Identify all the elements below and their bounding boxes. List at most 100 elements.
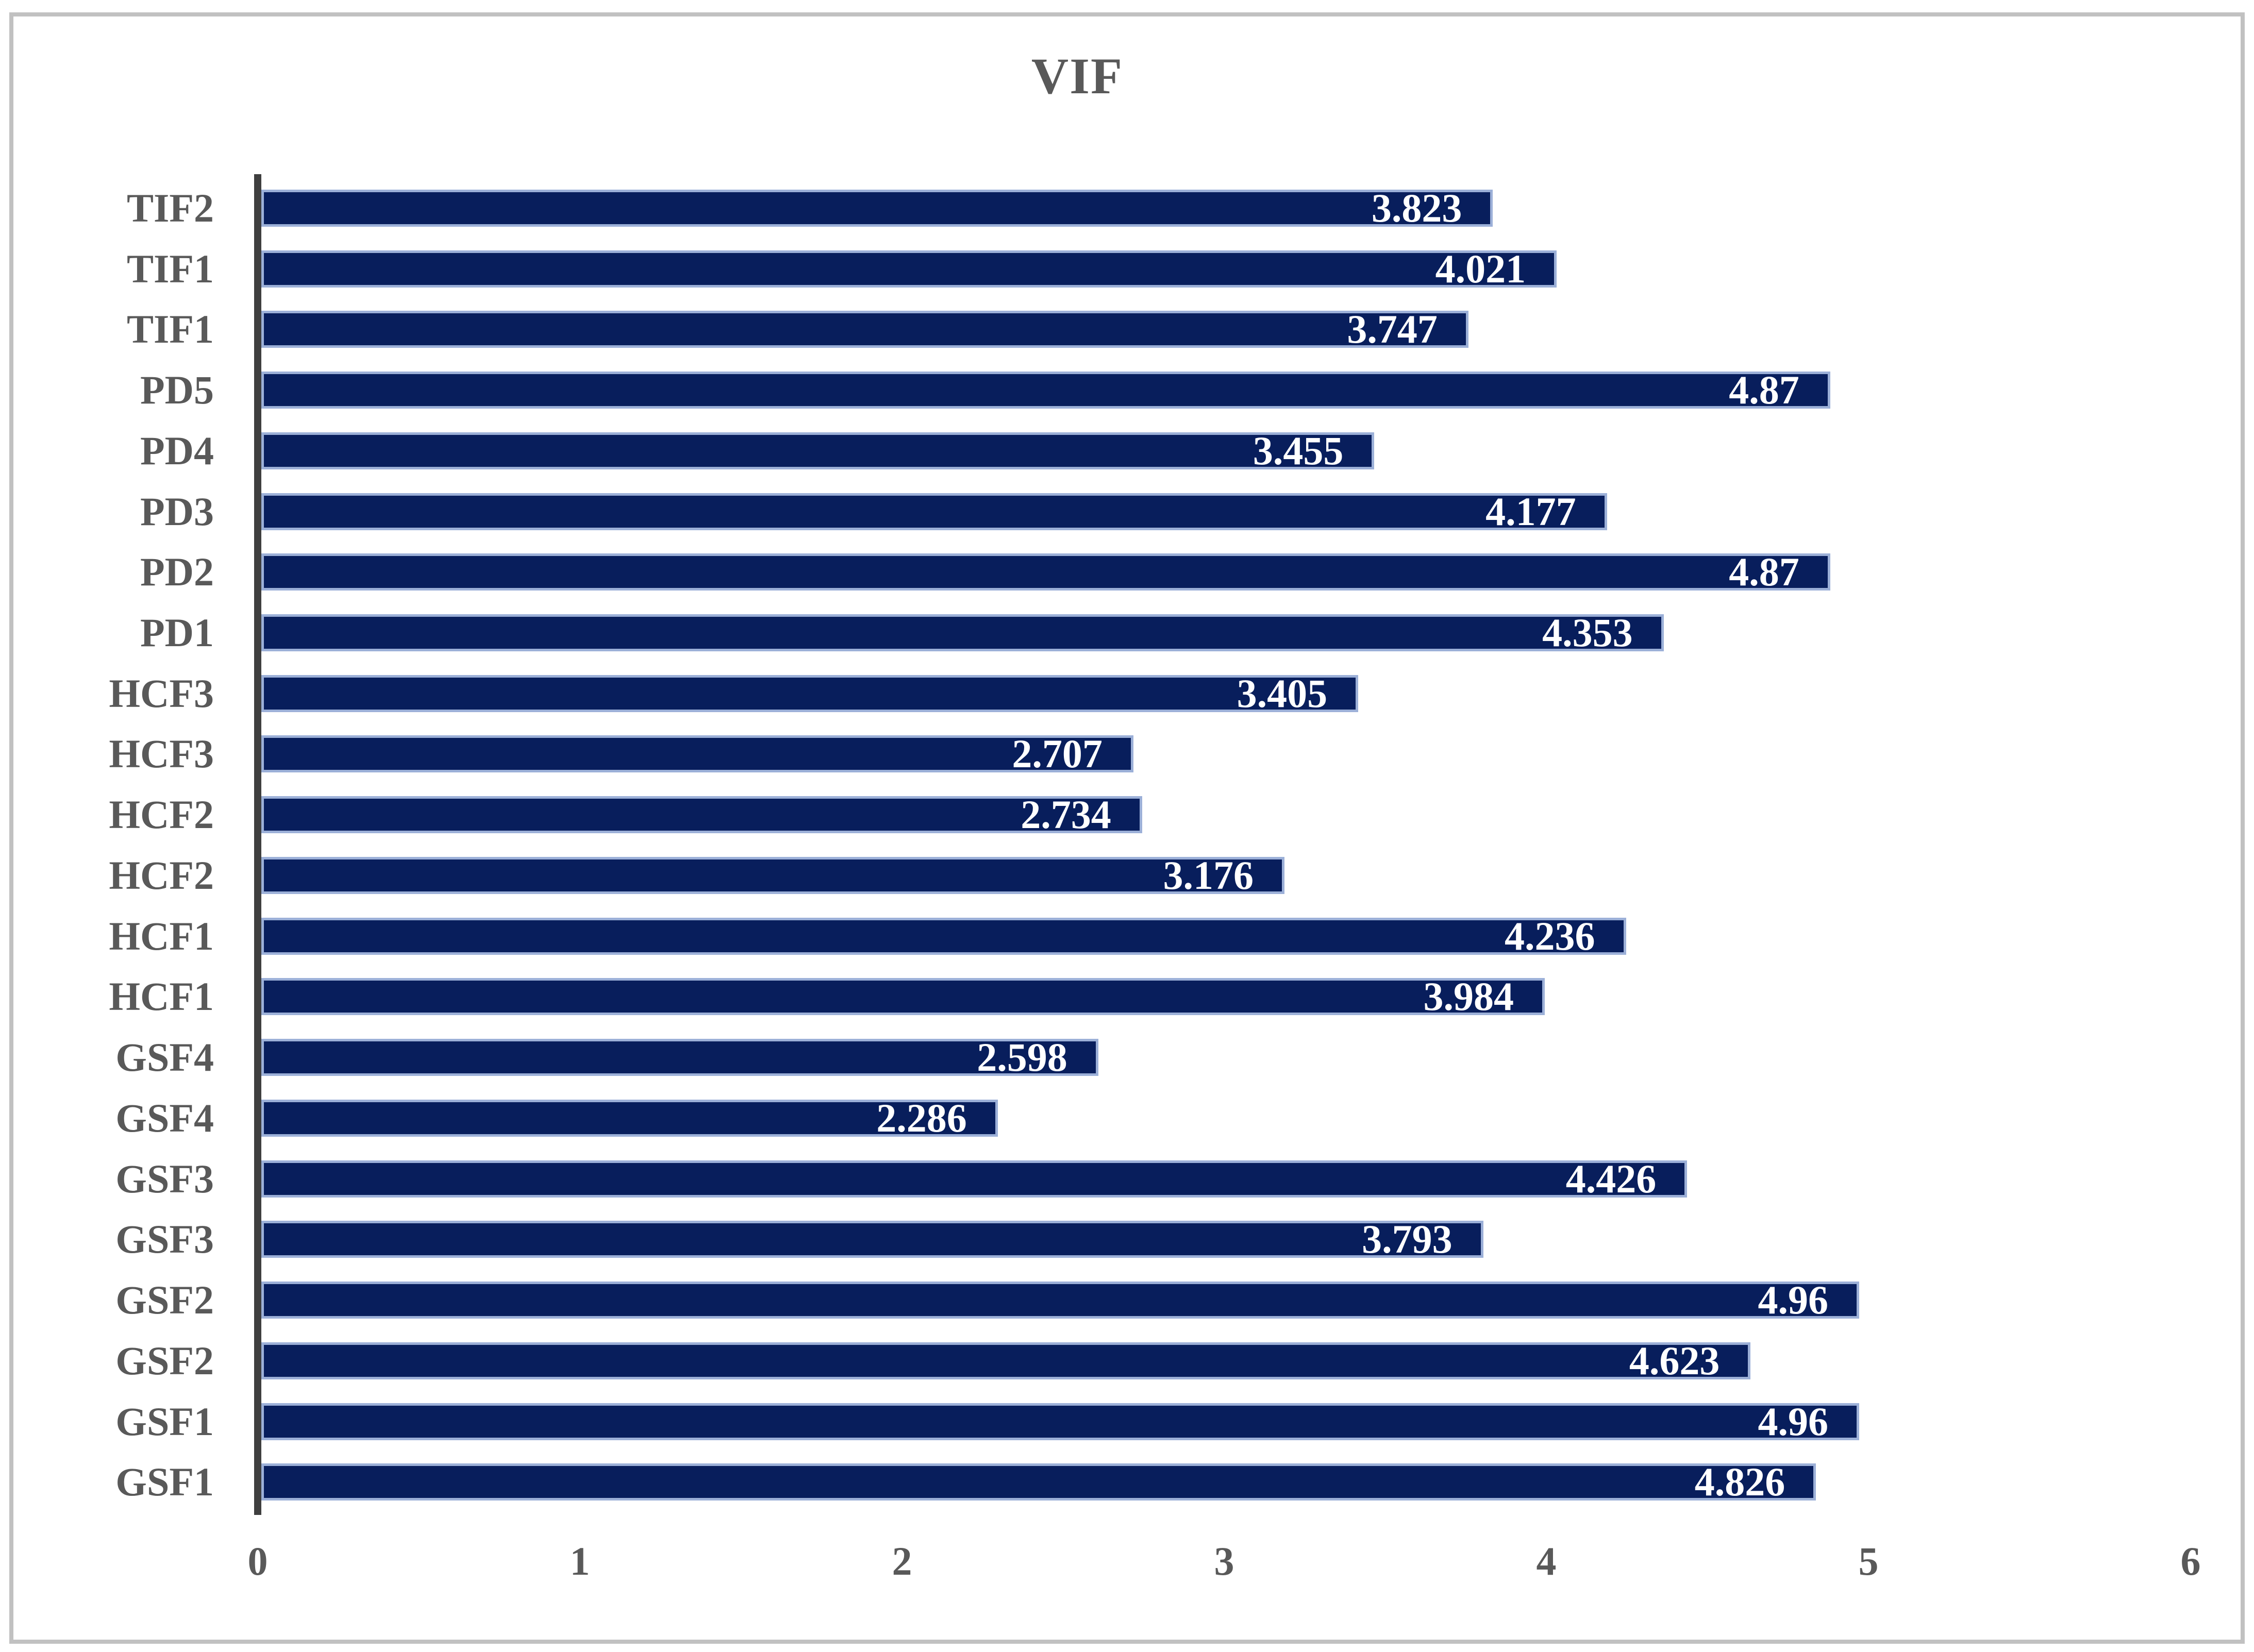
category-label: PD5 — [140, 367, 214, 413]
bar: 4.353 — [261, 613, 1664, 653]
bar-value-label: 4.623 — [1629, 1338, 1720, 1383]
bar-value-label: 3.405 — [1237, 670, 1328, 716]
bar: 2.707 — [261, 734, 1133, 774]
chart-row: PD2 4.87 — [0, 542, 2194, 602]
bar: 4.236 — [261, 913, 1626, 958]
bar-track: 4.96 — [261, 1270, 2194, 1330]
bar-track: 3.405 — [261, 663, 2194, 724]
category-label: PD4 — [140, 428, 214, 473]
bar-track: 4.426 — [261, 1149, 2194, 1209]
category-label: HCF3 — [109, 731, 214, 777]
bar-rows: TIF2 3.823 TIF1 4.021 TIF1 3.747 PD5 4.87 PD4 3.4… — [0, 178, 2194, 1512]
bar-track: 4.87 — [261, 542, 2194, 602]
chart-row: HCF1 4.236 — [0, 906, 2194, 967]
chart-row: GSF4 2.598 — [0, 1027, 2194, 1088]
chart-row: HCF2 3.176 — [0, 845, 2194, 906]
bar-track: 3.984 — [261, 967, 2194, 1027]
x-axis-tick-label: 4 — [1536, 1539, 1557, 1583]
bar-value-label: 4.87 — [1729, 367, 1799, 413]
bar-value-label: 3.984 — [1423, 974, 1514, 1019]
category-label: PD2 — [140, 549, 214, 595]
bar-track: 4.353 — [261, 602, 2194, 663]
x-axis-tick-label: 2 — [892, 1539, 912, 1583]
chart-row: HCF1 3.984 — [0, 967, 2194, 1027]
bar: 2.734 — [261, 792, 1142, 837]
bar-track: 2.734 — [261, 784, 2194, 845]
category-label: GSF2 — [115, 1277, 214, 1323]
bar: 4.87 — [261, 367, 1830, 413]
category-label: PD3 — [140, 488, 214, 534]
bar: 3.984 — [261, 974, 1545, 1019]
category-label: HCF3 — [109, 670, 214, 716]
bar-track: 4.96 — [261, 1391, 2194, 1452]
chart-row: GSF4 2.286 — [0, 1088, 2194, 1149]
bar: 4.87 — [261, 552, 1830, 592]
category-label: PD1 — [140, 610, 214, 655]
bar-value-label: 2.598 — [977, 1035, 1067, 1080]
bar: 4.021 — [261, 246, 1557, 291]
category-label: GSF3 — [115, 1156, 214, 1201]
bar-track: 4.623 — [261, 1330, 2194, 1391]
chart-row: PD3 4.177 — [0, 481, 2194, 542]
bar-track: 2.707 — [261, 724, 2194, 785]
bar-track: 4.826 — [261, 1452, 2194, 1512]
bar: 3.176 — [261, 852, 1284, 898]
x-axis-ticks: 0 1 2 3 4 5 6 — [248, 1538, 2201, 1600]
bar-track: 3.747 — [261, 299, 2194, 360]
category-label: GSF2 — [115, 1338, 214, 1383]
bar: 4.96 — [261, 1401, 1859, 1441]
bar-value-label: 4.426 — [1565, 1156, 1657, 1201]
chart-row: GSF2 4.623 — [0, 1330, 2194, 1391]
x-axis-tick-label: 5 — [1858, 1539, 1879, 1583]
category-label: HCF1 — [109, 974, 214, 1019]
bar-value-label: 3.793 — [1362, 1217, 1452, 1262]
category-label: GSF1 — [115, 1459, 214, 1505]
category-label: HCF2 — [109, 792, 214, 837]
bar: 4.177 — [261, 488, 1607, 534]
bar: 4.826 — [261, 1462, 1816, 1502]
bar-value-label: 3.823 — [1371, 185, 1462, 230]
x-axis-tick-label: 3 — [1214, 1539, 1234, 1583]
category-label: HCF1 — [109, 913, 214, 958]
chart-row: GSF2 4.96 — [0, 1270, 2194, 1330]
bar-track: 2.598 — [261, 1027, 2194, 1088]
bar: 2.598 — [261, 1035, 1098, 1080]
category-label: GSF4 — [115, 1035, 214, 1080]
chart-row: GSF1 4.96 — [0, 1391, 2194, 1452]
bar-value-label: 4.96 — [1758, 1277, 1829, 1323]
bar-value-label: 4.021 — [1435, 246, 1526, 291]
bar-track: 4.021 — [261, 239, 2194, 299]
x-axis-tick-label: 6 — [2180, 1539, 2201, 1583]
bar-value-label: 2.734 — [1021, 792, 1111, 837]
bar-track: 3.793 — [261, 1209, 2194, 1270]
category-label: TIF1 — [126, 246, 214, 291]
bar-value-label: 4.177 — [1485, 488, 1576, 534]
chart-row: TIF1 4.021 — [0, 239, 2194, 299]
chart-row: GSF3 4.426 — [0, 1149, 2194, 1209]
bar: 3.405 — [261, 670, 1359, 716]
bar-track: 4.177 — [261, 481, 2194, 542]
bar: 4.96 — [261, 1277, 1859, 1323]
chart-row: TIF2 3.823 — [0, 178, 2194, 239]
chart-row: PD4 3.455 — [0, 420, 2194, 481]
y-axis-line — [254, 174, 261, 1515]
chart-row: HCF3 2.707 — [0, 724, 2194, 785]
bar-track: 2.286 — [261, 1088, 2194, 1149]
x-axis-tick-label: 1 — [570, 1539, 590, 1583]
chart-row: HCF3 3.405 — [0, 663, 2194, 724]
bar: 3.823 — [261, 185, 1493, 230]
bar-track: 4.236 — [261, 906, 2194, 967]
bar-track: 4.87 — [261, 360, 2194, 420]
bar: 3.793 — [261, 1217, 1483, 1262]
category-label: GSF1 — [115, 1398, 214, 1444]
bar-value-label: 3.176 — [1163, 852, 1254, 898]
category-label: HCF2 — [109, 852, 214, 898]
bar-value-label: 4.236 — [1505, 913, 1595, 958]
category-label: GSF3 — [115, 1217, 214, 1262]
chart-row: PD5 4.87 — [0, 360, 2194, 420]
bar-track: 3.823 — [261, 178, 2194, 239]
bar-track: 3.455 — [261, 420, 2194, 481]
x-axis-tick-label: 0 — [247, 1539, 268, 1583]
bar-track: 3.176 — [261, 845, 2194, 906]
